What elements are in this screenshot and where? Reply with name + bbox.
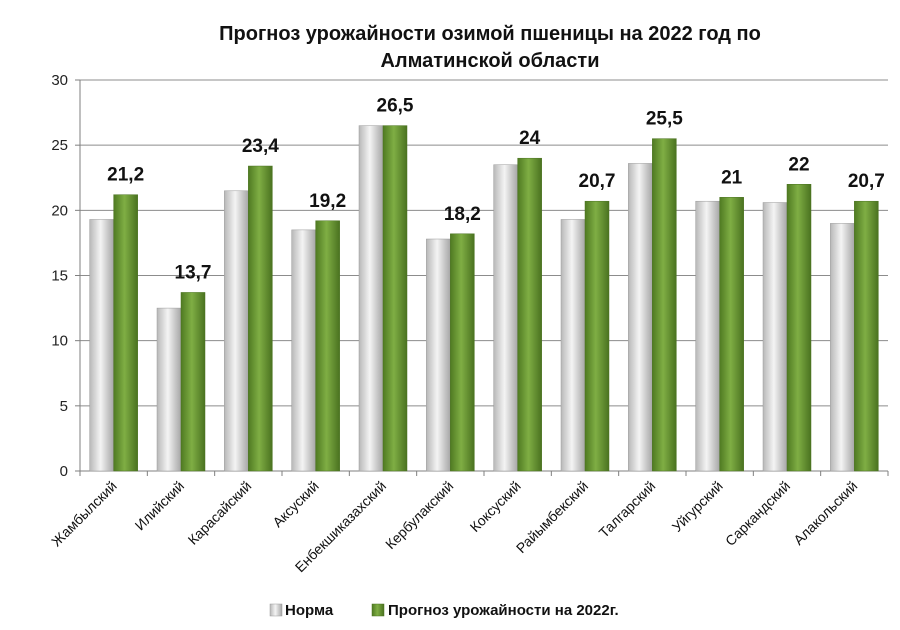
legend: Норма Прогноз урожайности на 2022г. [269, 602, 619, 619]
data-label: 23,4 [242, 136, 279, 157]
bars [89, 125, 879, 472]
bar-norma [560, 219, 586, 472]
data-label: 24 [519, 128, 541, 149]
bar-forecast [786, 184, 812, 472]
y-tick-label: 20 [51, 202, 68, 219]
bar-norma [89, 219, 114, 472]
bar-forecast [719, 197, 744, 472]
legend-swatch-forecast [371, 603, 385, 617]
data-labels: 21,2 13,7 23,4 19,2 26,5 18,2 24 20,7 25,5 21 22 20… [107, 96, 885, 284]
data-label: 13,7 [175, 262, 212, 283]
category-label: Кербулакский [382, 478, 456, 552]
bar-norma [493, 164, 518, 472]
data-label: 21 [721, 167, 743, 188]
bar-forecast [517, 157, 542, 472]
bar-forecast [450, 233, 475, 472]
bar-norma [628, 163, 653, 472]
bar-forecast [180, 292, 206, 472]
category-label: Илийский [132, 478, 188, 534]
category-label: Уйгурский [669, 478, 726, 535]
y-tick-label: 10 [51, 333, 68, 350]
category-label: Саркандский [722, 478, 793, 549]
bar-norma [426, 238, 451, 472]
bar-forecast [652, 138, 677, 472]
category-label: Талгарский [596, 478, 659, 541]
data-label: 22 [788, 154, 809, 175]
y-tick-label: 15 [51, 268, 68, 285]
bar-forecast [584, 200, 610, 472]
legend-swatch-norma [269, 603, 283, 617]
category-label: Коксуский [467, 478, 524, 535]
category-label: Алакольский [790, 478, 860, 548]
legend-label-forecast: Прогноз урожайности на 2022г. [388, 602, 619, 619]
legend-label-norma: Норма [285, 602, 334, 619]
data-label: 20,7 [848, 171, 885, 192]
bar-norma [358, 125, 384, 472]
data-label: 18,2 [444, 204, 481, 225]
category-label: Аксуский [269, 478, 321, 530]
category-label: Карасайский [185, 478, 255, 548]
category-label: Райымбекский [513, 478, 591, 556]
bar-forecast [382, 125, 408, 472]
data-label: 26,5 [377, 96, 414, 117]
gridlines [80, 79, 888, 472]
y-tick-label: 0 [60, 463, 68, 480]
bar-norma [156, 307, 182, 472]
chart-title-line2: Алматинской области [380, 50, 599, 72]
category-label: Жамбылский [48, 478, 120, 550]
y-tick-label: 25 [51, 137, 68, 154]
bar-norma [695, 200, 720, 472]
data-label: 19,2 [309, 191, 346, 212]
bar-forecast [854, 200, 879, 472]
bar-norma [762, 202, 788, 472]
bar-forecast [248, 165, 273, 472]
chart-title-line1: Прогноз урожайности озимой пшеницы на 20… [219, 23, 761, 45]
bar-norma [224, 190, 249, 472]
axes: 0 5 10 15 20 25 30 [51, 72, 889, 480]
bar-forecast [113, 194, 138, 472]
bar-norma [830, 223, 855, 472]
data-label: 21,2 [107, 165, 144, 186]
bar-norma [291, 229, 316, 472]
data-label: 25,5 [646, 109, 683, 130]
data-label: 20,7 [579, 171, 616, 192]
y-tick-label: 5 [60, 398, 68, 415]
y-tick-label: 30 [51, 72, 68, 89]
bar-forecast [315, 220, 340, 472]
